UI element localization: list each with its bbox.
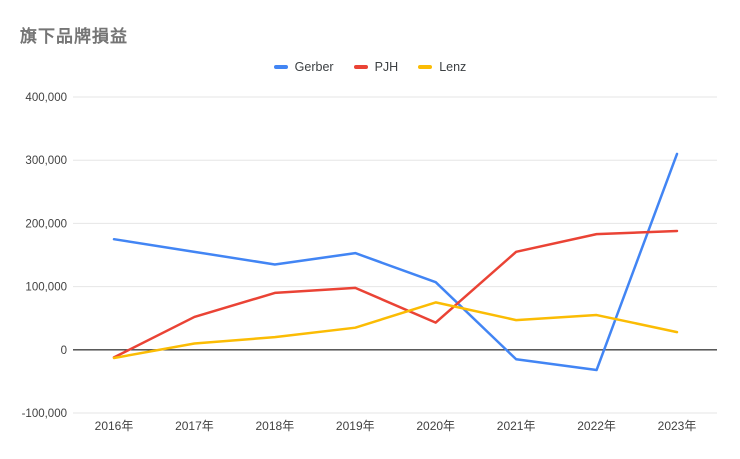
x-axis-tick-label: 2022年 — [577, 419, 616, 433]
series-line-pjh — [112, 229, 679, 359]
legend-label: PJH — [374, 60, 399, 74]
y-axis-tick-label: 200,000 — [25, 218, 67, 230]
legend-swatch-icon — [418, 65, 433, 69]
x-axis-tick-label: 2016年 — [95, 419, 134, 433]
y-axis-tick-label: -100,000 — [22, 408, 67, 420]
series-line-gerber — [112, 152, 679, 372]
series-line-lenz — [112, 301, 679, 360]
legend-label: Gerber — [294, 60, 334, 74]
legend-label: Lenz — [439, 60, 467, 74]
chart-legend: Gerber PJH Lenz — [0, 60, 740, 74]
legend-swatch-icon — [273, 65, 288, 69]
legend-item-lenz: Lenz — [418, 60, 466, 74]
y-axis-tick-label: 0 — [61, 345, 67, 357]
legend-item-gerber: Gerber — [273, 60, 334, 74]
chart-title: 旗下品牌損益 — [20, 27, 128, 46]
x-axis-tick-label: 2019年 — [336, 419, 375, 433]
legend-swatch-icon — [353, 65, 368, 69]
y-axis-tick-label: 300,000 — [25, 155, 67, 167]
x-axis-tick-label: 2017年 — [175, 419, 214, 433]
legend-item-pjh: PJH — [353, 60, 399, 74]
x-axis-tick-label: 2020年 — [416, 419, 455, 433]
x-axis-tick-label: 2018年 — [256, 419, 295, 433]
y-axis-tick-label: 100,000 — [25, 282, 67, 294]
y-axis-tick-label: 400,000 — [25, 92, 67, 104]
x-axis-tick-label: 2021年 — [497, 419, 536, 433]
x-axis-tick-label: 2023年 — [658, 419, 697, 433]
